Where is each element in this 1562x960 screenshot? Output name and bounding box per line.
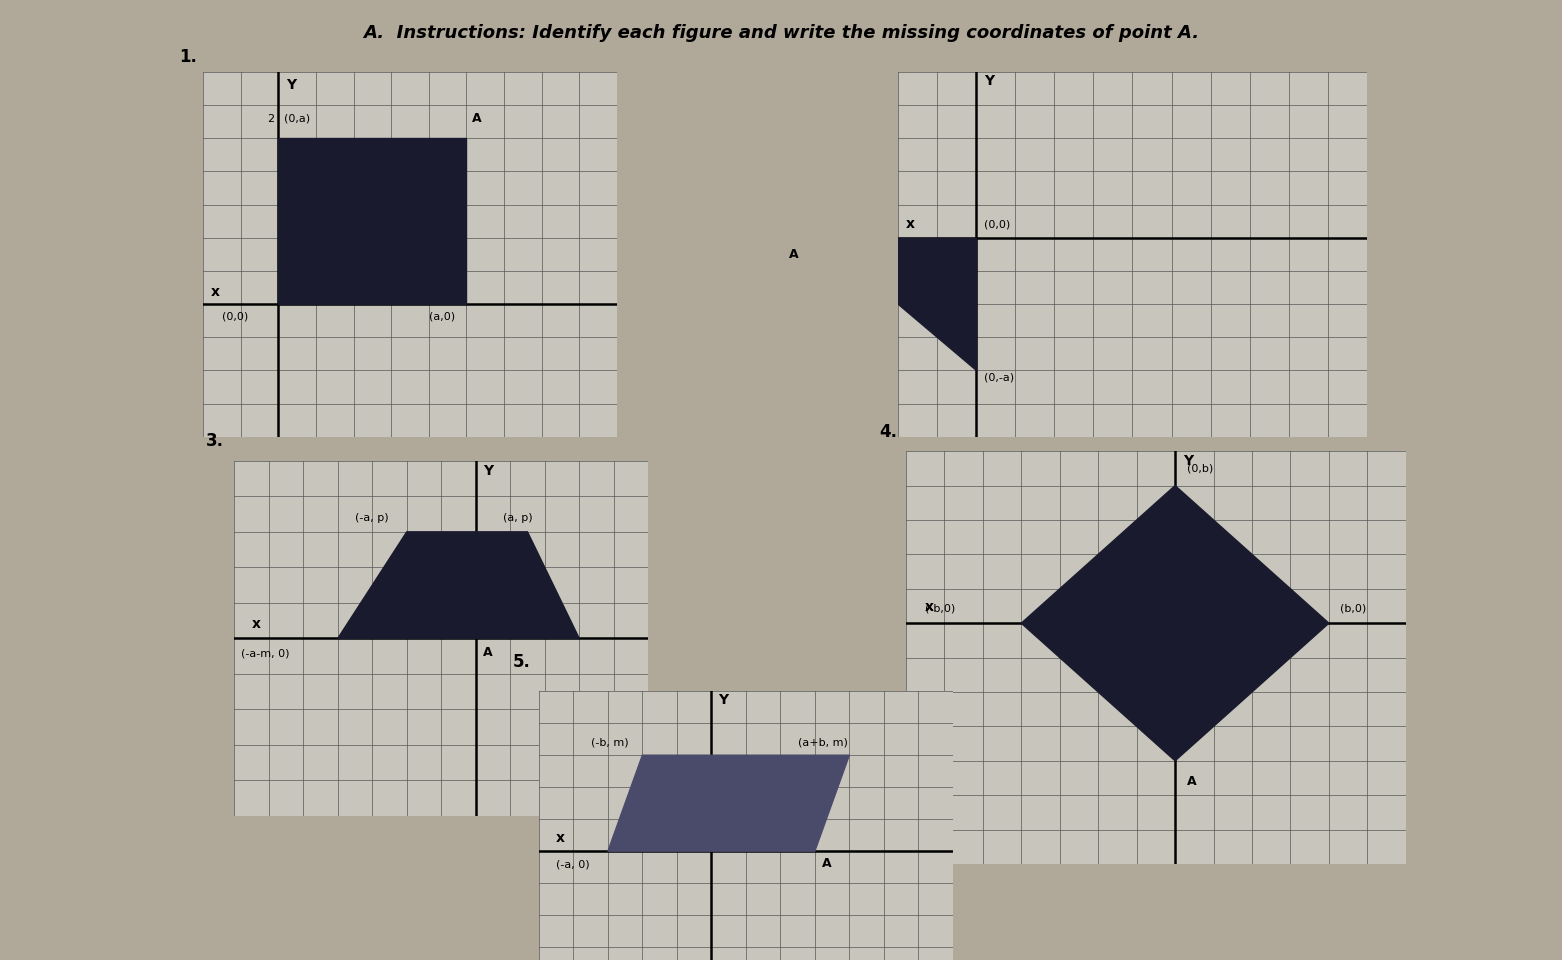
Text: A: A <box>789 248 798 261</box>
Text: Y: Y <box>483 464 492 478</box>
Text: x: x <box>906 217 915 230</box>
Text: (-a, 0): (-a, 0) <box>556 859 590 869</box>
Text: (-b, m): (-b, m) <box>590 737 628 748</box>
Text: Y: Y <box>984 74 993 88</box>
Text: (0,0): (0,0) <box>984 220 1011 229</box>
Text: 1.: 1. <box>180 48 197 66</box>
Text: (-a, p): (-a, p) <box>355 514 389 523</box>
Text: 4.: 4. <box>879 422 898 441</box>
Text: (a+b, m): (a+b, m) <box>798 737 848 748</box>
Polygon shape <box>1022 486 1329 760</box>
Text: (-a-m, 0): (-a-m, 0) <box>241 648 289 659</box>
Text: x: x <box>251 616 261 631</box>
Text: x: x <box>556 830 565 845</box>
Polygon shape <box>608 756 850 852</box>
Text: 3.: 3. <box>206 432 225 450</box>
Text: Y: Y <box>719 693 728 707</box>
Text: A.  Instructions: Identify each figure and write the missing coordinates of poin: A. Instructions: Identify each figure an… <box>362 24 1200 42</box>
Text: (a, p): (a, p) <box>503 514 533 523</box>
Text: 5.: 5. <box>512 653 530 671</box>
Text: (-b,0): (-b,0) <box>925 603 956 613</box>
Text: (0,0): (0,0) <box>222 311 248 321</box>
Text: (0,a): (0,a) <box>284 113 311 124</box>
Text: A: A <box>822 857 831 870</box>
Text: Y: Y <box>1182 454 1193 468</box>
Text: x: x <box>925 600 934 614</box>
Text: A: A <box>472 111 481 125</box>
Text: x: x <box>211 285 220 299</box>
Text: (b,0): (b,0) <box>1340 603 1367 613</box>
Polygon shape <box>337 532 580 638</box>
Text: A: A <box>483 646 492 660</box>
Text: A: A <box>1187 775 1196 788</box>
Text: (a,0): (a,0) <box>430 311 455 321</box>
Text: 2: 2 <box>267 113 275 124</box>
Text: Y: Y <box>286 78 295 91</box>
Polygon shape <box>278 138 467 304</box>
Text: (0,-a): (0,-a) <box>984 372 1014 382</box>
Text: (0,b): (0,b) <box>1187 464 1212 474</box>
Polygon shape <box>820 238 976 371</box>
